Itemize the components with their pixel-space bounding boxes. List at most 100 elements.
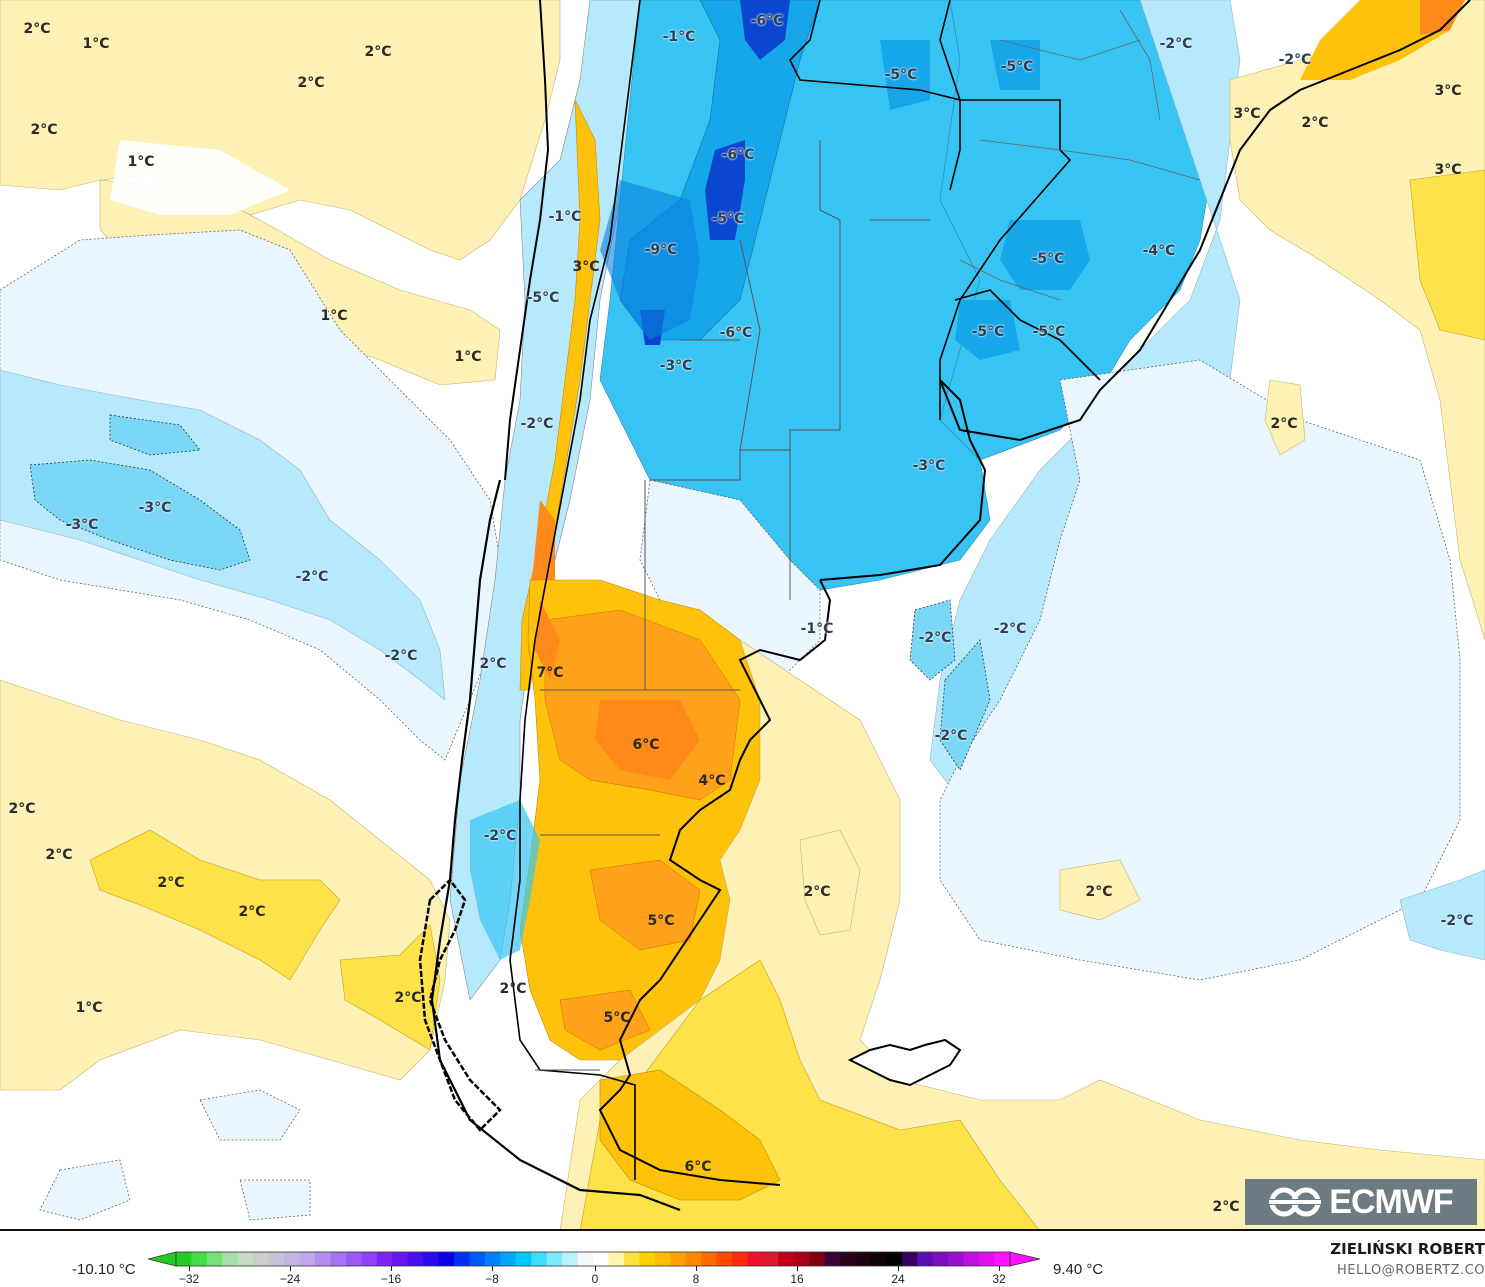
white-gap-2	[110, 140, 290, 215]
isotherm-label: 2°C	[157, 875, 185, 891]
province-lines	[535, 140, 930, 1071]
isotherm-label: -9°C	[644, 242, 678, 258]
warm-area-tierra-del-fuego	[599, 1069, 781, 1201]
colorbar-tick	[999, 1266, 1000, 1271]
isotherm-label: 6°C	[684, 1159, 712, 1175]
warm-area-patagonia-south-orange	[559, 859, 701, 1051]
isotherm-label: -2°C	[1278, 52, 1312, 68]
isotherm-label: 1°C	[82, 36, 110, 52]
coastline-chile	[430, 479, 681, 1212]
border-argentina-brazil	[789, 0, 1072, 420]
isotherm-label: -2°C	[918, 630, 952, 646]
cold-area-chile-south	[470, 800, 540, 960]
cold-area-argentina-deep	[640, 0, 790, 345]
cold-area-brazil-core	[880, 40, 1090, 360]
isotherm-label: -3°C	[138, 500, 172, 516]
author-email: HELLO@ROBERTZ.CO	[1336, 1263, 1485, 1278]
isotherm-label: -5°C	[971, 324, 1005, 340]
isotherm-label: -2°C	[934, 728, 968, 744]
colorbar-tick-label: 32	[992, 1272, 1006, 1286]
ecmwf-logo: ECMWF	[1245, 1179, 1477, 1225]
coastline-chile-north	[504, 0, 550, 481]
colorbar-tick-label: −16	[380, 1272, 402, 1286]
isotherm-label: -6°C	[719, 325, 753, 341]
isotherm-label: -5°C	[711, 211, 745, 227]
isotherm-label: 3°C	[572, 259, 600, 275]
colorbar-tick-label: 24	[891, 1272, 905, 1286]
isotherm-label: -2°C	[1159, 36, 1193, 52]
isotherm-label: 2°C	[803, 884, 831, 900]
isotherm-label: 3°C	[1233, 106, 1261, 122]
isotherm-label: -2°C	[1440, 913, 1474, 929]
colorbar-tick-label: −24	[279, 1272, 301, 1286]
isotherm-label: -3°C	[65, 517, 99, 533]
cold-area-atlantic-faint	[939, 359, 1461, 981]
min-value-label: -10.10 °C	[72, 1261, 136, 1278]
isotherm-label: 4°C	[698, 773, 726, 789]
isotherm-label: 5°C	[647, 913, 675, 929]
isotherm-label: 2°C	[30, 122, 58, 138]
isotherm-label: 2°C	[1301, 115, 1329, 131]
coastline-buenos-aires	[819, 379, 987, 581]
max-value-label: 9.40 °C	[1053, 1261, 1104, 1278]
isotherm-label: 2°C	[499, 981, 527, 997]
chile-archipelago	[418, 878, 502, 1132]
coastline-argentina-atlantic	[598, 579, 832, 1186]
isotherm-label: -3°C	[912, 458, 946, 474]
cold-area-atlantic-east	[1399, 869, 1485, 961]
warm-area-pacific-north	[0, 0, 561, 261]
author-name: ZIELIŃSKI ROBERT	[1330, 1240, 1485, 1258]
weather-map: 2°C 1°C 2°C 2°C 2°C 1°C 1°C 1°C -1°C -6°C -5°C -5°C…	[0, 0, 1485, 1231]
colorbar-tick	[797, 1266, 798, 1271]
cold-area-argentina-mid	[600, 180, 700, 340]
isotherm-label: 3°C	[1434, 83, 1462, 99]
isotherm-label: 6°C	[632, 737, 660, 753]
isotherm-label: 2°C	[394, 990, 422, 1006]
ecmwf-logo-icon	[1269, 1187, 1322, 1217]
isotherm-label: -2°C	[993, 621, 1027, 637]
isotherm-label: 2°C	[45, 847, 73, 863]
colorbar	[148, 1251, 1040, 1267]
temperature-anomaly-field	[0, 0, 1485, 1229]
isotherm-label: 2°C	[238, 904, 266, 920]
colorbar-tick	[391, 1266, 392, 1271]
colorbar-tick	[189, 1266, 190, 1271]
colorbar-tick-label: 8	[692, 1272, 700, 1286]
isotherm-label: -4°C	[1142, 243, 1176, 259]
isotherm-label: 5°C	[603, 1010, 631, 1026]
warm-area-brazil-coast-orange	[1420, 0, 1465, 35]
isotherm-label: 2°C	[1085, 884, 1113, 900]
colorbar-tick	[492, 1266, 493, 1271]
isotherm-label: 2°C	[1270, 416, 1298, 432]
colorbar-tick	[898, 1266, 899, 1271]
colorbar-tick	[595, 1266, 596, 1271]
isotherm-label: 2°C	[297, 75, 325, 91]
warm-patch-atlantic-2	[799, 829, 1141, 936]
isotherm-label: -5°C	[1000, 59, 1034, 75]
isotherm-label: -5°C	[526, 290, 560, 306]
isotherm-label: 1°C	[320, 308, 348, 324]
isotherm-label: 2°C	[364, 44, 392, 60]
isotherm-label: -1°C	[800, 621, 834, 637]
isotherm-label: -6°C	[750, 13, 784, 29]
isotherm-label: -2°C	[483, 828, 517, 844]
colorbar-tick-label: −32	[178, 1272, 200, 1286]
isotherm-label: -5°C	[1032, 324, 1066, 340]
isotherm-label: 2°C	[1212, 1199, 1240, 1215]
isotherm-label: 1°C	[127, 154, 155, 170]
isotherm-label: -1°C	[662, 29, 696, 45]
isotherm-label: -5°C	[884, 67, 918, 83]
coastline-uruguay-brazil	[939, 0, 1471, 442]
warm-area-patagonia-deep	[535, 600, 700, 780]
colorbar-tick-label: 0	[591, 1272, 599, 1286]
warm-patch-1	[1264, 379, 1306, 456]
colorbar-tick	[696, 1266, 697, 1271]
isotherm-label: -6°C	[721, 147, 755, 163]
isotherm-label: -2°C	[295, 569, 329, 585]
falkland-islands	[847, 1038, 962, 1087]
warm-area-pacific-south-core	[89, 829, 341, 981]
isotherm-label: -2°C	[520, 416, 554, 432]
isotherm-label: 1°C	[454, 349, 482, 365]
cold-area-pacific-core-2	[109, 414, 201, 456]
cold-patches-pacific-south	[39, 1089, 311, 1221]
